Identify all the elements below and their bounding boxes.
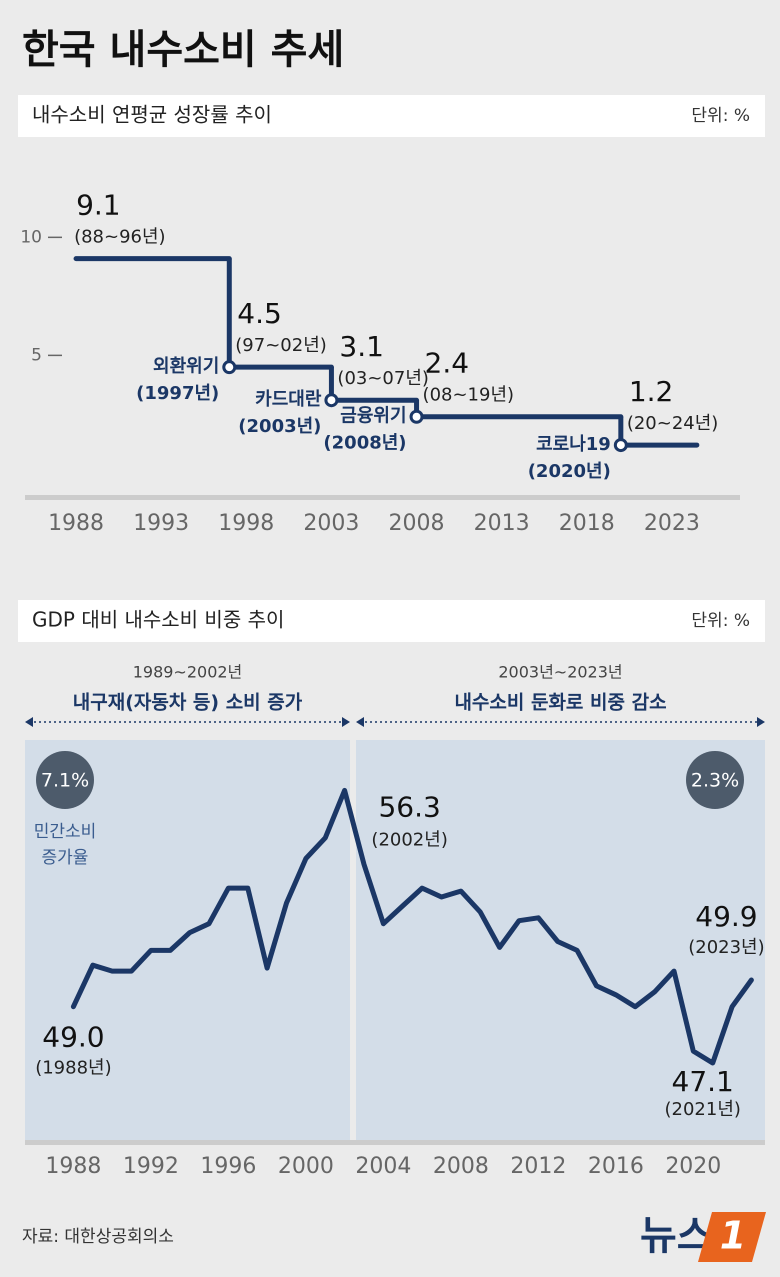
growth-label: 민간소비: [34, 822, 97, 842]
main-title: 한국 내수소비 추세: [22, 27, 344, 73]
value-label: 1.2: [629, 375, 674, 408]
x-tick-label: 2013: [474, 511, 530, 536]
event-marker: [324, 393, 339, 408]
x-tick-label: 2008: [389, 511, 445, 536]
x-tick-label: 1998: [218, 511, 274, 536]
period-label: (03~07년): [337, 368, 429, 389]
period-range: 1989~2002년: [133, 663, 243, 682]
value-note: (1988년): [35, 1058, 111, 1079]
x-tick-label: 2000: [278, 1154, 334, 1179]
x-tick-label: 1988: [48, 511, 104, 536]
x-axis: [25, 495, 740, 500]
x-tick-label: 1993: [133, 511, 189, 536]
event-marker: [613, 438, 628, 453]
source: 자료: 대한상공회의소: [22, 1227, 174, 1247]
section-header: [18, 95, 765, 137]
section-header: [18, 600, 765, 642]
value-label: 49.9: [695, 900, 757, 933]
unit-label: 단위: %: [691, 106, 750, 126]
event-label: 카드대란: [255, 389, 322, 410]
value-note: (2002년): [371, 829, 447, 850]
x-tick-label: 1988: [45, 1154, 101, 1179]
y-tick-label: 10: [20, 227, 42, 247]
arrow-head: [25, 717, 33, 727]
x-tick-label: 2008: [433, 1154, 489, 1179]
event-marker: [409, 409, 424, 424]
event-year: (1997년): [136, 383, 219, 404]
value-label: 3.1: [339, 330, 384, 363]
value-label: 4.5: [237, 297, 282, 330]
period-label: (20~24년): [627, 413, 719, 434]
value-label: 56.3: [378, 790, 440, 823]
growth-value: 7.1%: [41, 770, 89, 792]
section-title: 내수소비 연평균 성장률 추이: [32, 103, 272, 127]
value-label: 9.1: [76, 189, 121, 222]
event-label: 코로나19: [536, 434, 611, 455]
x-tick-label: 1992: [123, 1154, 179, 1179]
event-label: 외환위기: [153, 355, 219, 377]
arrow-head: [356, 717, 364, 727]
x-tick-label: 2016: [588, 1154, 644, 1179]
x-tick-label: 1996: [200, 1154, 256, 1179]
value-note: (2021년): [664, 1099, 740, 1120]
x-tick-label: 2018: [559, 511, 615, 536]
period-band: [356, 740, 765, 1140]
period-range: 2003년~2023년: [498, 663, 622, 682]
logo-mark: 1: [720, 1214, 746, 1258]
growth-badge: [36, 751, 94, 809]
event-marker: [222, 360, 237, 375]
x-tick-label: 2004: [355, 1154, 411, 1179]
event-year: (2008년): [323, 433, 406, 454]
x-tick-label: 2003: [303, 511, 359, 536]
period-label: (97~02년): [235, 335, 326, 356]
period-band: [25, 740, 350, 1140]
section-title: GDP 대비 내수소비 비중 추이: [32, 608, 284, 632]
period-caption: 내수소비 둔화로 비중 감소: [454, 692, 666, 714]
period-caption: 내구재(자동차 등) 소비 증가: [73, 692, 303, 714]
value-label: 49.0: [42, 1021, 104, 1054]
period-label: (08~19년): [423, 385, 515, 406]
period-label: (88~96년): [74, 227, 166, 248]
logo-badge: [698, 1212, 766, 1262]
value-label: 2.4: [425, 347, 470, 380]
event-year: (2020년): [528, 461, 611, 482]
arrow-head: [757, 717, 765, 727]
unit-label: 단위: %: [691, 611, 750, 631]
x-tick-label: 2012: [510, 1154, 566, 1179]
event-label: 금융위기: [340, 406, 406, 427]
y-tick-label: 5: [31, 345, 42, 365]
x-tick-label: 2023: [644, 511, 700, 536]
event-year: (2003년): [238, 416, 321, 437]
growth-badge: [686, 751, 744, 809]
x-axis: [25, 1140, 765, 1145]
x-tick-label: 2020: [665, 1154, 721, 1179]
value-label: 47.1: [672, 1065, 734, 1098]
arrow-head: [342, 717, 350, 727]
value-note: (2023년): [688, 937, 764, 958]
growth-value: 2.3%: [691, 770, 739, 792]
growth-label: 증가율: [42, 848, 89, 868]
data-line: [70, 787, 754, 1066]
